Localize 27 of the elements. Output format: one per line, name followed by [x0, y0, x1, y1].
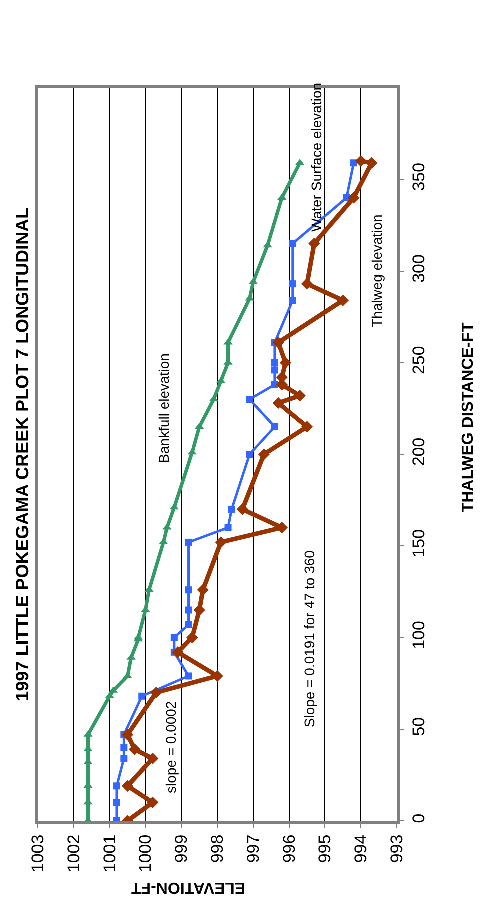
x-tick-label: 995: [316, 834, 335, 864]
x-tick-label: 1001: [100, 834, 120, 873]
y-axis-title: THALWEG DISTANCE-FT: [460, 322, 477, 513]
x-tick-label: 1000: [136, 834, 156, 873]
x-tick-label: 1003: [28, 834, 48, 873]
x-tick-label: 994: [352, 834, 371, 864]
x-tick-label: 999: [172, 834, 192, 864]
text: Water Surface elevation: [308, 82, 325, 232]
y-tick-label: 150: [409, 529, 428, 558]
annotation: Slope = 0.0191 for 47 to 360: [301, 550, 318, 728]
x-tick-label: 996: [280, 834, 299, 864]
x-tick-label: 1002: [64, 834, 84, 873]
y-tick-label: 50: [409, 717, 428, 736]
y-tick-label: 200: [409, 438, 428, 466]
text: Bankfull elevation: [156, 354, 172, 464]
y-tick-label: 350: [409, 162, 428, 192]
y-tick-label: 100: [409, 621, 428, 650]
text: Thalweg elevation: [369, 214, 385, 328]
x-tick-label: 993: [388, 834, 407, 864]
annotation: slope = 0.0002: [163, 701, 180, 794]
x-tick-label: 998: [208, 834, 228, 864]
y-tick-label: 300: [409, 254, 428, 283]
text: 1997 LITTLE POKEGAMA CREEK PLOT 7 LONGITUDINAL: [12, 208, 32, 702]
y-tick-label: 0: [409, 814, 428, 824]
x-axis-title: ELEVATION-FT: [131, 878, 246, 896]
x-tick-label: 997: [244, 834, 263, 864]
y-tick-label: 250: [409, 346, 428, 375]
